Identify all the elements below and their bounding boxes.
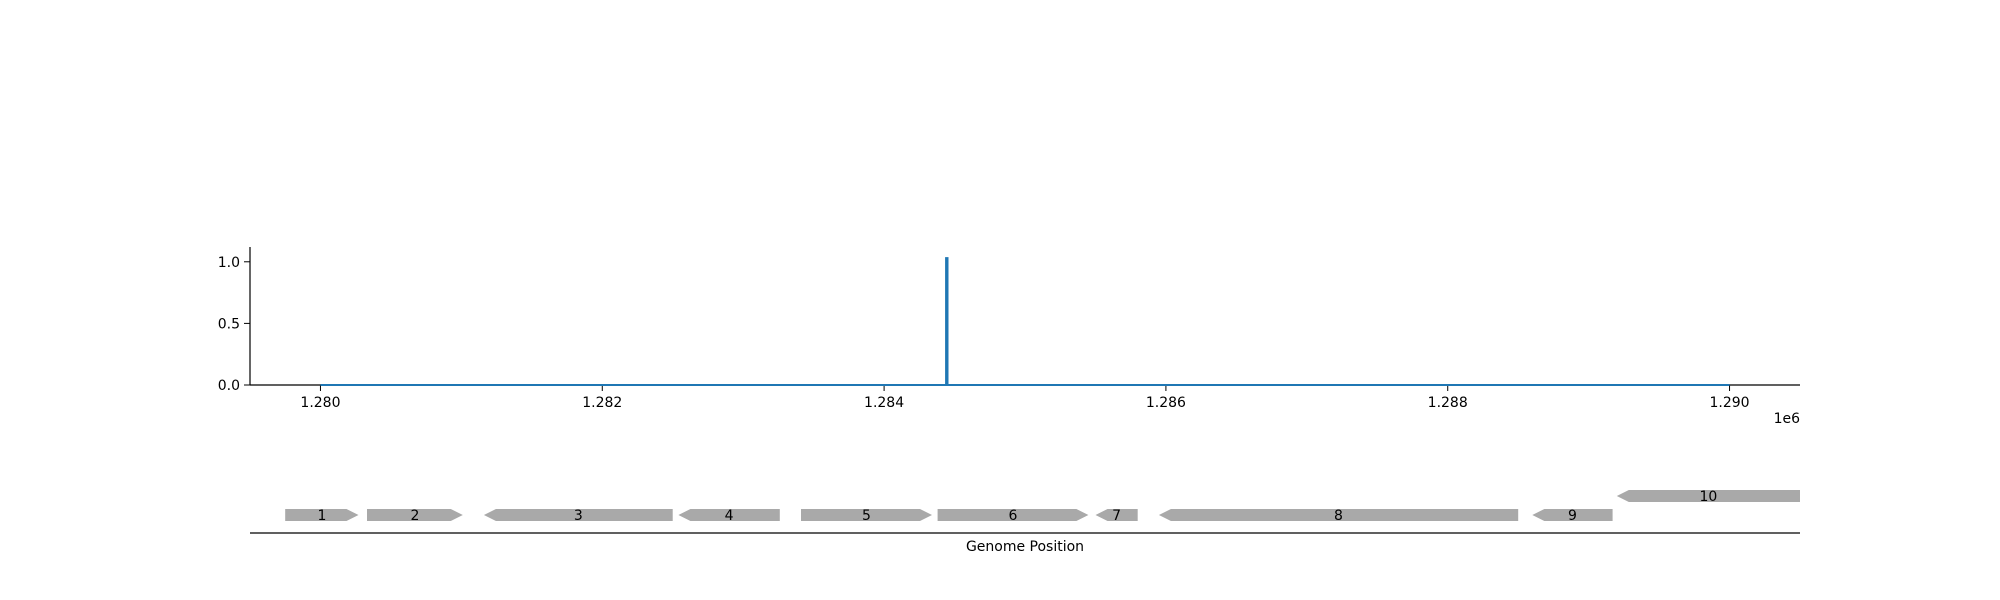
gene-label: 7 [1112, 508, 1121, 524]
gene-track: 1 2 3 4 5 6 7 8 9 10 Genome Position [250, 489, 1800, 555]
gene-label: 4 [725, 508, 734, 524]
x-tick-label: 1.290 [1709, 395, 1749, 411]
series-layer [320, 257, 1730, 386]
gene-label: 5 [862, 508, 871, 524]
gene-arrow [1532, 509, 1613, 521]
gene-label: 1 [317, 508, 326, 524]
gene-label: 3 [574, 508, 583, 524]
coverage-series-line [320, 257, 1730, 386]
gene-arrow [678, 509, 780, 521]
coverage-plot: 0.0 0.5 1.0 1.280 1.282 1.284 1.286 1.288 1.290… [218, 247, 1800, 427]
x-tick-label: 1.284 [864, 395, 904, 411]
gene-arrow [1616, 490, 1800, 502]
y-tick-label: 1.0 [218, 255, 240, 271]
gene-label: 10 [1699, 489, 1717, 505]
x-axis-ticks: 1.280 1.282 1.284 1.286 1.288 1.290 [300, 385, 1750, 411]
gene-arrow [367, 509, 463, 521]
genes-layer: 1 2 3 4 5 6 7 8 9 10 [285, 489, 1800, 524]
genome-position-label: Genome Position [966, 539, 1084, 555]
x-tick-label: 1.280 [300, 395, 340, 411]
gene-label: 2 [410, 508, 419, 524]
gene-label: 8 [1334, 508, 1343, 524]
gene-arrow [1158, 509, 1519, 521]
gene-arrow [937, 509, 1089, 521]
x-axis-offset-label: 1e6 [1774, 411, 1801, 427]
x-tick-label: 1.288 [1428, 395, 1468, 411]
gene-arrow [1095, 509, 1138, 521]
x-tick-label: 1.282 [582, 395, 622, 411]
gene-arrow [285, 509, 359, 521]
gene-label: 9 [1568, 508, 1577, 524]
y-axis-ticks: 0.0 0.5 1.0 [218, 255, 250, 394]
gene-arrow [483, 509, 673, 521]
gene-arrow [801, 509, 932, 521]
y-tick-label: 0.5 [218, 316, 240, 332]
y-tick-label: 0.0 [218, 378, 240, 394]
x-tick-label: 1.286 [1146, 395, 1186, 411]
gene-label: 6 [1009, 508, 1018, 524]
